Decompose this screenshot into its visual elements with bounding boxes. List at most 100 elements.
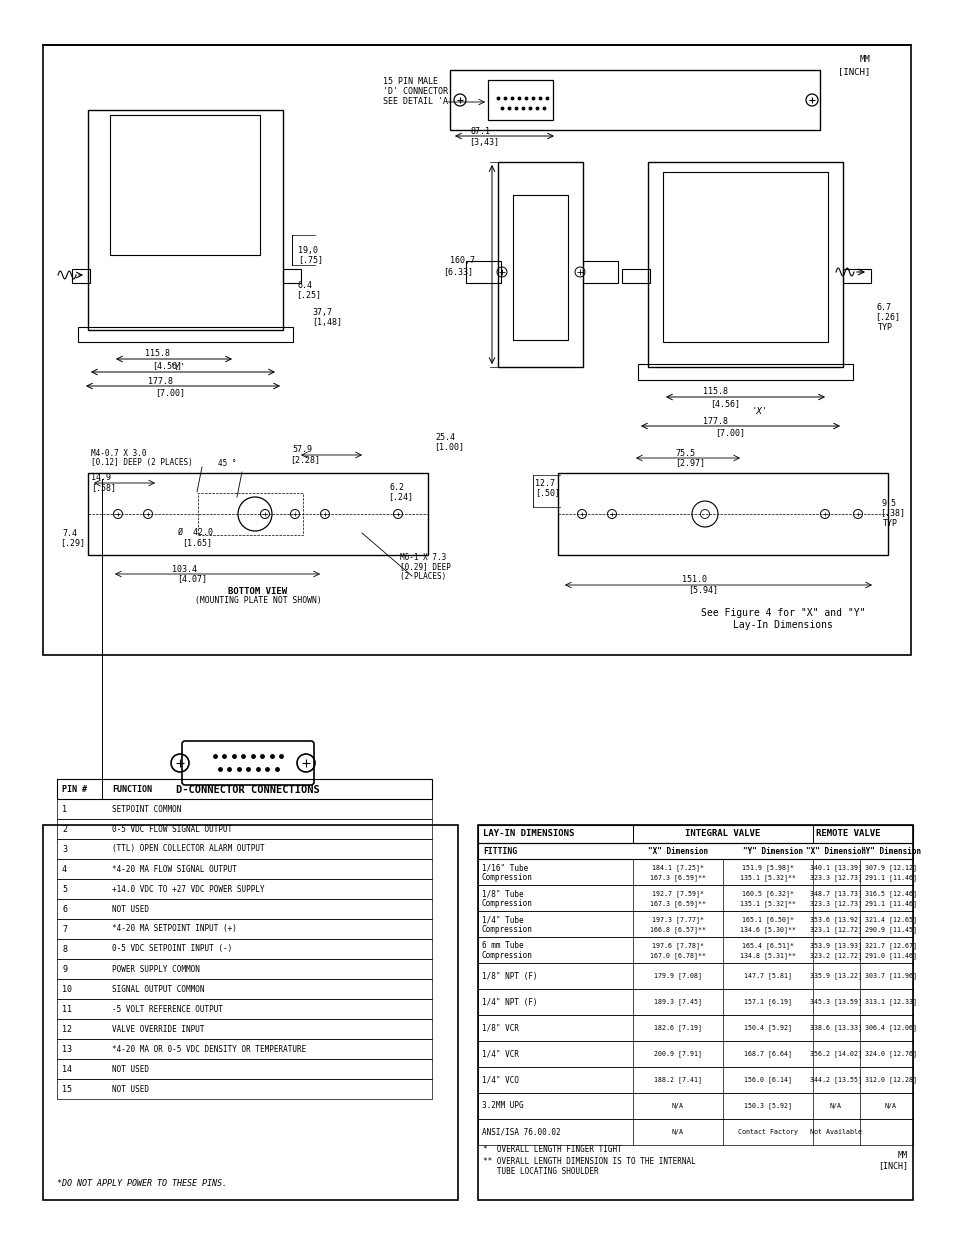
Text: "X" Dimension: "X" Dimension <box>647 846 707 856</box>
Text: 290.9 [11.45]: 290.9 [11.45] <box>864 926 916 932</box>
Text: M4-0.7 X 3.0: M4-0.7 X 3.0 <box>91 448 147 457</box>
Text: "Y" Dimension: "Y" Dimension <box>860 846 920 856</box>
Text: (TTL) OPEN COLLECTOR ALARM OUTPUT: (TTL) OPEN COLLECTOR ALARM OUTPUT <box>112 845 264 853</box>
Text: 150.3 [5.92]: 150.3 [5.92] <box>743 1103 791 1109</box>
Text: [.58]: [.58] <box>91 483 116 493</box>
Text: -5 VOLT REFERENCE OUTPUT: -5 VOLT REFERENCE OUTPUT <box>112 1004 223 1014</box>
Text: [7.00]: [7.00] <box>714 429 744 437</box>
Text: 345.3 [13.59]: 345.3 [13.59] <box>809 999 862 1005</box>
Text: 3.2MM UPG: 3.2MM UPG <box>481 1102 523 1110</box>
Text: "Y" Dimension: "Y" Dimension <box>742 846 802 856</box>
Text: 6.7: 6.7 <box>876 303 891 311</box>
Text: [4.56]: [4.56] <box>152 362 182 370</box>
Bar <box>477 825 912 844</box>
Bar <box>78 327 293 342</box>
Bar <box>477 844 912 860</box>
Bar <box>57 960 432 979</box>
Text: 15: 15 <box>62 1084 71 1093</box>
Text: (2 PLACES): (2 PLACES) <box>399 572 446 580</box>
Text: VALVE OVERRIDE INPUT: VALVE OVERRIDE INPUT <box>112 1025 204 1034</box>
Text: *4-20 MA SETPOINT INPUT (+): *4-20 MA SETPOINT INPUT (+) <box>112 925 236 934</box>
Text: 167.0 [6.78]**: 167.0 [6.78]** <box>649 952 705 958</box>
Bar <box>57 839 432 860</box>
Text: 135.1 [5.32]**: 135.1 [5.32]** <box>740 874 795 881</box>
Text: 165.1 [6.50]*: 165.1 [6.50]* <box>741 916 793 923</box>
Text: 6 mm Tube: 6 mm Tube <box>481 941 523 950</box>
Text: 348.7 [13.73]: 348.7 [13.73] <box>809 890 862 897</box>
Bar <box>57 860 432 879</box>
Text: *DO NOT APPLY POWER TO THESE PINS.: *DO NOT APPLY POWER TO THESE PINS. <box>57 1178 227 1188</box>
Text: 151.0: 151.0 <box>681 576 706 584</box>
Text: 167.3 [6.59]**: 167.3 [6.59]** <box>649 874 705 881</box>
Text: [1.00]: [1.00] <box>434 442 463 452</box>
Text: 335.9 [13.22]: 335.9 [13.22] <box>809 973 862 979</box>
Bar <box>842 269 870 283</box>
Text: LAY-IN DIMENSIONS: LAY-IN DIMENSIONS <box>482 830 574 839</box>
Text: 316.5 [12.46]: 316.5 [12.46] <box>864 890 916 897</box>
Text: 'D' CONNECTOR: 'D' CONNECTOR <box>382 88 448 96</box>
Bar <box>57 999 432 1019</box>
Text: 306.4 [12.06]: 306.4 [12.06] <box>864 1025 916 1031</box>
Text: 323.2 [12.72]: 323.2 [12.72] <box>809 952 862 958</box>
Text: BOTTOM VIEW: BOTTOM VIEW <box>228 587 287 595</box>
Text: 184.1 [7.25]*: 184.1 [7.25]* <box>651 864 703 871</box>
Text: 12: 12 <box>62 1025 71 1034</box>
Text: [2.97]: [2.97] <box>675 458 704 468</box>
Text: 177.8: 177.8 <box>148 377 172 385</box>
Text: 197.3 [7.77]*: 197.3 [7.77]* <box>651 916 703 923</box>
Text: SEE DETAIL 'A': SEE DETAIL 'A' <box>382 98 453 106</box>
Text: 75.5: 75.5 <box>675 448 695 457</box>
Text: 134.8 [5.31]**: 134.8 [5.31]** <box>740 952 795 958</box>
Text: [.29]: [.29] <box>60 538 85 547</box>
Text: 160,7: 160,7 <box>450 256 475 264</box>
Text: 338.6 [13.33]: 338.6 [13.33] <box>809 1025 862 1031</box>
Text: [.75]: [.75] <box>297 256 323 264</box>
Bar <box>57 879 432 899</box>
Text: SIGNAL OUTPUT COMMON: SIGNAL OUTPUT COMMON <box>112 984 204 993</box>
Bar <box>57 979 432 999</box>
Text: Compression: Compression <box>481 925 533 934</box>
Text: 356.2 [14.02]: 356.2 [14.02] <box>809 1051 862 1057</box>
Text: [1.65]: [1.65] <box>182 538 212 547</box>
Bar <box>110 115 260 254</box>
Bar <box>57 1039 432 1058</box>
Text: 151.9 [5.98]*: 151.9 [5.98]* <box>741 864 793 871</box>
Text: [INCH]: [INCH] <box>877 1161 907 1171</box>
Text: TUBE LOCATING SHOULDER: TUBE LOCATING SHOULDER <box>482 1167 598 1177</box>
Text: 6: 6 <box>62 904 67 914</box>
Text: 1/16" Tube: 1/16" Tube <box>481 863 528 872</box>
Text: 14: 14 <box>62 1065 71 1073</box>
Text: 1/8" Tube: 1/8" Tube <box>481 889 523 898</box>
Text: 87.1: 87.1 <box>471 127 491 137</box>
Text: 1: 1 <box>62 804 67 814</box>
Text: [1,48]: [1,48] <box>312 319 341 327</box>
Text: 353.6 [13.92]: 353.6 [13.92] <box>809 916 862 923</box>
Text: 344.2 [13.55]: 344.2 [13.55] <box>809 1077 862 1083</box>
Text: 312.0 [12.28]: 312.0 [12.28] <box>864 1077 916 1083</box>
Text: N/A: N/A <box>671 1129 683 1135</box>
Text: 182.6 [7.19]: 182.6 [7.19] <box>654 1025 701 1031</box>
Text: 165.4 [6.51]*: 165.4 [6.51]* <box>741 942 793 948</box>
Text: 9.5: 9.5 <box>882 499 896 508</box>
Bar <box>477 1015 912 1041</box>
Text: 103.4: 103.4 <box>172 564 196 573</box>
Bar <box>465 261 500 283</box>
Text: Compression: Compression <box>481 899 533 908</box>
Text: [7.00]: [7.00] <box>154 389 185 398</box>
Text: [.38]: [.38] <box>879 509 904 517</box>
Text: 150.4 [5.92]: 150.4 [5.92] <box>743 1025 791 1031</box>
Text: 'X': 'X' <box>751 408 767 416</box>
Text: 12.7: 12.7 <box>535 478 555 488</box>
Bar <box>477 825 912 1200</box>
Text: 9: 9 <box>62 965 67 973</box>
Text: INTEGRAL VALVE: INTEGRAL VALVE <box>684 830 760 839</box>
Text: [0.12] DEEP (2 PLACES): [0.12] DEEP (2 PLACES) <box>91 457 193 467</box>
Bar <box>638 364 852 380</box>
Text: 323.3 [12.73]: 323.3 [12.73] <box>809 900 862 906</box>
Text: 4: 4 <box>62 864 67 873</box>
Text: N/A: N/A <box>884 1103 896 1109</box>
Bar <box>477 963 912 989</box>
Text: NOT USED: NOT USED <box>112 1065 149 1073</box>
Text: 25.4: 25.4 <box>435 432 455 441</box>
Bar <box>477 860 912 885</box>
